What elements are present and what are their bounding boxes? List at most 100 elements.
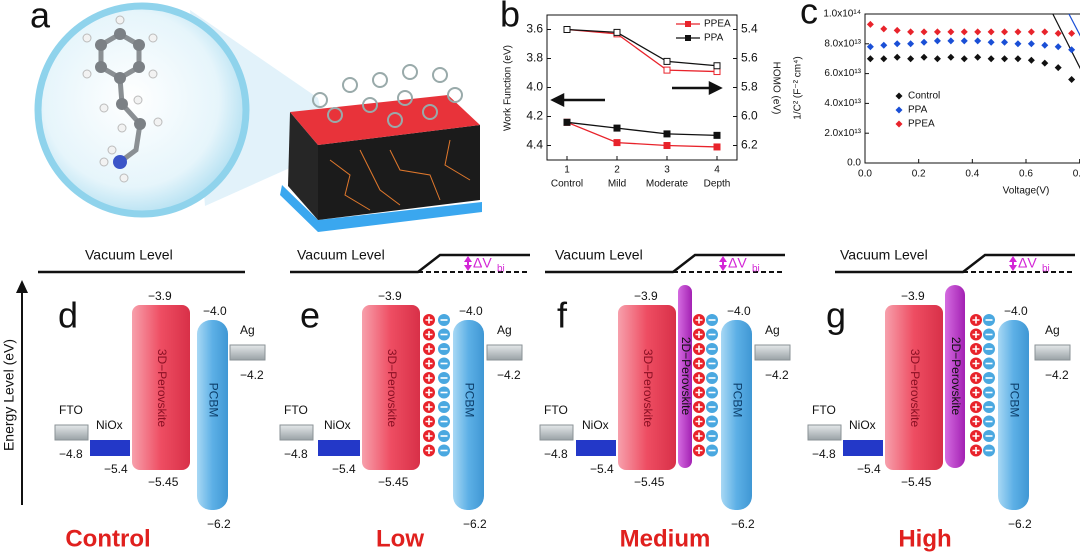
y-axis-label: Work Function (eV) [503,45,514,131]
fto-level: −4.8 [812,447,836,461]
delta-v-sub: bi [1042,264,1050,275]
fto-level: −4.8 [284,447,308,461]
plus-sign [425,316,433,324]
vb-3d: −5.45 [378,475,409,489]
marker [1054,29,1062,37]
marker [920,53,928,61]
marker [1068,46,1076,54]
delta-v: ΔV [728,255,747,271]
marker [1041,41,1049,49]
plus-sign [695,389,703,396]
ag-bar [1034,344,1071,361]
marker [947,53,955,61]
y-tick-label: 1.0x10¹⁴ [823,9,861,20]
marker [613,139,621,147]
niox-level: −5.4 [590,462,614,476]
fto-label: FTO [812,403,836,417]
pcbm-homo: −6.2 [1008,517,1032,531]
ag-label: Ag [240,323,255,337]
fto-level: −4.8 [544,447,568,461]
marker [893,53,901,61]
plus-sign [695,403,703,411]
x-axis-label: Voltage(V) [1003,186,1050,197]
marker [960,55,968,63]
plus-sign [695,418,703,425]
vb-3d: −5.45 [634,475,665,489]
plus-sign [972,360,980,367]
marker [1001,28,1009,36]
ag-label: Ag [497,323,512,337]
marker [1054,64,1062,72]
x-tick-label: 3 [664,165,670,176]
cb-3d: −3.9 [901,289,925,303]
marker [920,28,928,36]
y-tick-label: 4.0 [526,80,543,94]
fto-bar [539,424,574,441]
marker [893,26,901,34]
delta-v: ΔV [473,255,492,271]
vacuum-label: Vacuum Level [555,247,643,263]
pcbm-lumo: −4.0 [203,304,227,318]
marker [713,68,721,76]
marker [713,143,721,151]
marker [1014,28,1022,36]
niox-level: −5.4 [104,462,128,476]
marker [880,25,888,33]
perovskite-3d-label: 3D−Perovskite [908,349,922,428]
panel-label: c [800,0,818,32]
pcbm-lumo: −4.0 [727,304,751,318]
panel-label: e [300,295,320,336]
fto-bar [54,424,89,441]
pcbm-homo: −6.2 [463,517,487,531]
marker [1014,55,1022,63]
vb-3d: −5.45 [901,475,932,489]
series-line [566,121,718,148]
panel-label: d [58,295,78,336]
fto-label: FTO [284,403,308,417]
marker [893,40,901,48]
plus-sign [972,447,980,454]
energy-axis-label: Energy Level (eV) [1,339,17,451]
pcbm-label: PCBM [206,383,220,418]
marker [1027,40,1035,48]
niox-level: −5.4 [857,462,881,476]
marker [947,37,955,45]
marker [880,41,888,49]
marker [613,124,621,132]
vacuum-label: Vacuum Level [297,247,385,263]
marker [1041,59,1049,67]
marker [866,43,874,51]
plus-sign [972,389,980,396]
y-tick-label: 4.0x10¹³ [824,98,861,109]
plus-sign [425,447,433,454]
pcbm-homo: −6.2 [731,517,755,531]
y-tick-label: 6.0x10¹³ [824,68,861,79]
x-tick-label: 2 [614,165,620,176]
delta-arrow-head [1009,265,1017,271]
y-tick-label: 4.4 [526,138,543,152]
niox-label: NiOx [96,418,123,432]
fto-bar [807,424,842,441]
perovskite-2d-label: 2D−Perovskite [949,337,963,416]
plus-sign [695,316,703,324]
y-tick-label: 8.0x10¹³ [824,38,861,49]
legend-label: PPEA [704,19,731,30]
marker [920,38,928,46]
marker [1001,55,1009,63]
delta-arrow-head [1009,256,1017,262]
plus-sign [425,331,433,338]
y-tick-label: 2.0x10¹³ [824,128,861,139]
niox-level: −5.4 [332,462,356,476]
marker [960,37,968,45]
diagram-title: High [898,525,951,552]
marker [1027,28,1035,36]
marker [987,28,995,36]
plus-sign [425,360,433,367]
x-tick-label: 0.0 [858,169,872,180]
y2-tick-label: 5.8 [741,80,758,94]
plus-sign [695,345,703,353]
category-label: Control [551,179,583,190]
x-tick-label: 0.6 [1019,169,1033,180]
marker [866,55,874,63]
diagram-title: Control [65,525,150,552]
